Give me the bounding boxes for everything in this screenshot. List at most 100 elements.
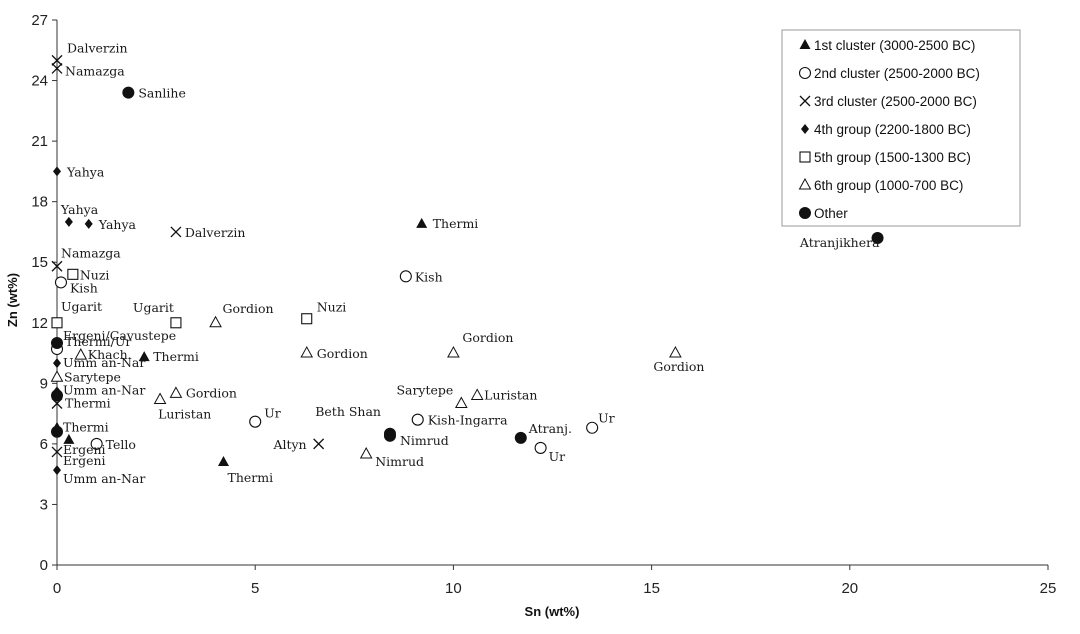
y-tick-label: 9 (40, 375, 48, 392)
data-point (51, 446, 63, 458)
data-point (74, 348, 88, 360)
point-label: Nimrud (375, 454, 424, 469)
point-label: Namazga (65, 63, 125, 78)
point-label: Nuzi (80, 267, 110, 282)
point-label: Yahya (66, 164, 105, 179)
x-axis-title: Sn (wt%) (525, 604, 580, 619)
data-point (454, 396, 468, 409)
x-tick-label: 10 (445, 580, 462, 597)
y-tick-label: 18 (31, 194, 48, 211)
data-points (50, 54, 884, 476)
data-point (50, 370, 64, 382)
point-label: Ur (598, 411, 615, 426)
x-axis-ticks: 0 5 10 15 20 25 (53, 565, 1057, 597)
data-point (90, 437, 103, 450)
data-point (301, 313, 313, 325)
legend-marker (799, 207, 811, 219)
legend-box (781, 29, 1021, 227)
data-point (313, 438, 325, 450)
data-point (586, 421, 599, 434)
point-label: Sarytepe (396, 383, 453, 398)
point-label: Sarytepe (64, 369, 121, 384)
y-tick-label: 0 (40, 557, 48, 574)
legend-marker (799, 39, 811, 49)
legend-marker (798, 66, 812, 80)
legend-label: 3rd cluster (2500-2000 BC) (814, 94, 977, 109)
point-label: Kish (415, 269, 443, 284)
point-label: Atranjikhera (799, 235, 880, 250)
point-label: Luristan (158, 406, 211, 421)
data-point (871, 232, 884, 244)
data-point (51, 389, 63, 402)
x-tick-label: 25 (1040, 580, 1057, 597)
data-point (51, 425, 63, 438)
point-label: Umm an-Nar (63, 382, 145, 397)
point-label: Umm an-Nar (63, 355, 145, 370)
data-point (447, 346, 460, 358)
data-point (122, 86, 135, 99)
y-tick-label: 12 (31, 315, 48, 332)
point-label: Ergeni (63, 453, 106, 468)
point-label: Ugarit (133, 300, 174, 315)
data-point (514, 431, 527, 444)
point-label: Ugarit (61, 299, 102, 314)
data-point (170, 317, 182, 329)
legend-marker (801, 124, 809, 134)
data-point (64, 216, 73, 227)
point-label: Dalverzin (67, 40, 128, 55)
legend-label: 1st cluster (3000-2500 BC) (814, 38, 975, 53)
point-label: Gordion (186, 385, 237, 400)
point-label: Ergeni (63, 442, 106, 457)
data-point (51, 260, 63, 272)
y-tick-label: 27 (31, 12, 48, 29)
point-label: Atranj. (528, 421, 572, 436)
data-point (209, 315, 222, 328)
y-axis-title: Zn (wt%) (5, 273, 20, 327)
point-labels: Thermi Thermi Thermi Thermi Kish Kish Thermi/U… (60, 40, 880, 486)
data-point (669, 346, 682, 358)
point-label: Thermi (65, 396, 111, 411)
point-label: Thermi (153, 349, 199, 364)
point-label: Ergeni/Cavustepe (63, 328, 176, 343)
y-tick-label: 24 (31, 73, 48, 90)
point-label: Kish-Ingarra (428, 413, 508, 428)
data-point (67, 268, 79, 280)
point-label: Namazga (61, 245, 121, 260)
point-label: Gordion (462, 330, 513, 345)
data-point (169, 386, 183, 398)
point-label: Thermi (433, 216, 479, 231)
point-label: Altyn (272, 437, 306, 452)
point-label: Luristan (484, 387, 537, 402)
point-label: Gordion (653, 359, 704, 374)
data-point (217, 456, 229, 467)
data-point (411, 413, 424, 426)
data-point (51, 336, 63, 349)
data-point (153, 392, 167, 404)
legend-marker (799, 151, 811, 163)
legend-marker (799, 95, 811, 107)
legend: 1st cluster (3000-2500 BC) 2nd cluster (2… (781, 29, 1021, 227)
point-label: Dalverzin (185, 225, 246, 240)
data-point (63, 433, 75, 444)
data-point (399, 270, 412, 283)
y-axis-ticks: 0 3 6 9 12 15 18 21 24 27 (31, 12, 57, 574)
point-label: Beth Shan (315, 404, 381, 419)
point-label: Sanlihe (138, 86, 186, 101)
data-point (249, 415, 262, 428)
data-point (534, 441, 547, 454)
data-point (51, 317, 63, 329)
point-label: Umm an-Nar (63, 471, 145, 486)
data-point (53, 465, 61, 476)
y-tick-label: 21 (31, 133, 48, 150)
data-point (416, 217, 428, 228)
y-tick-label: 3 (40, 496, 48, 513)
data-point (51, 54, 63, 66)
point-label: Nuzi (317, 300, 347, 315)
data-point (84, 218, 93, 229)
point-label: Thermi (227, 470, 273, 485)
legend-label: 4th group (2200-1800 BC) (814, 122, 971, 137)
point-label: Gordion (317, 346, 368, 361)
data-point (300, 346, 314, 358)
legend-label: 5th group (1500-1300 BC) (814, 150, 971, 165)
